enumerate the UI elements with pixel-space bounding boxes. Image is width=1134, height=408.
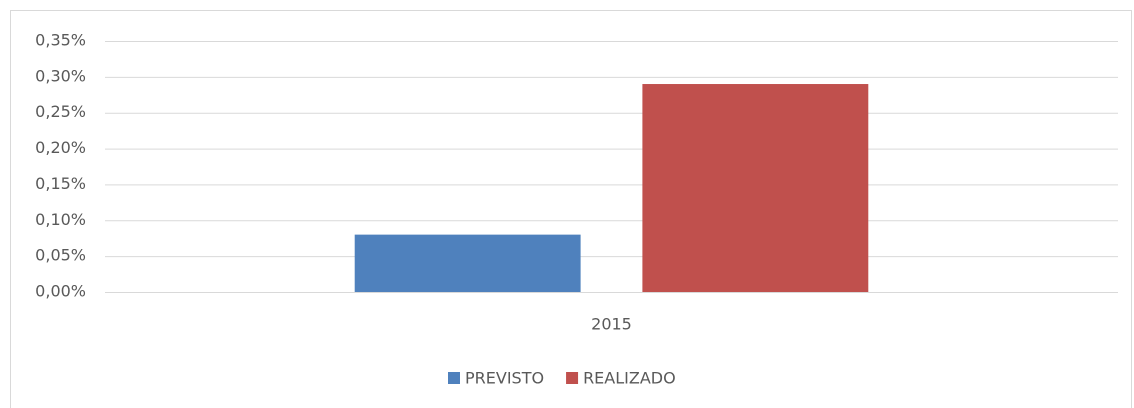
bar <box>354 234 581 292</box>
x-tick-label: 2015 <box>591 315 632 334</box>
y-tick-label: 0,10% <box>35 210 86 229</box>
y-tick-label: 0,00% <box>35 282 86 301</box>
y-tick-label: 0,15% <box>35 174 86 193</box>
legend-label: REALIZADO <box>583 369 676 388</box>
legend-swatch <box>566 372 579 384</box>
y-tick-label: 0,35% <box>35 31 86 50</box>
legend-label: PREVISTO <box>465 369 544 388</box>
y-tick-label: 0,05% <box>35 246 86 265</box>
y-tick-label: 0,20% <box>35 138 86 157</box>
chart-frame <box>10 10 1132 408</box>
y-tick-label: 0,25% <box>35 102 86 121</box>
legend-swatch <box>448 372 460 384</box>
y-tick-label: 0,30% <box>35 66 86 85</box>
bar <box>642 84 869 293</box>
